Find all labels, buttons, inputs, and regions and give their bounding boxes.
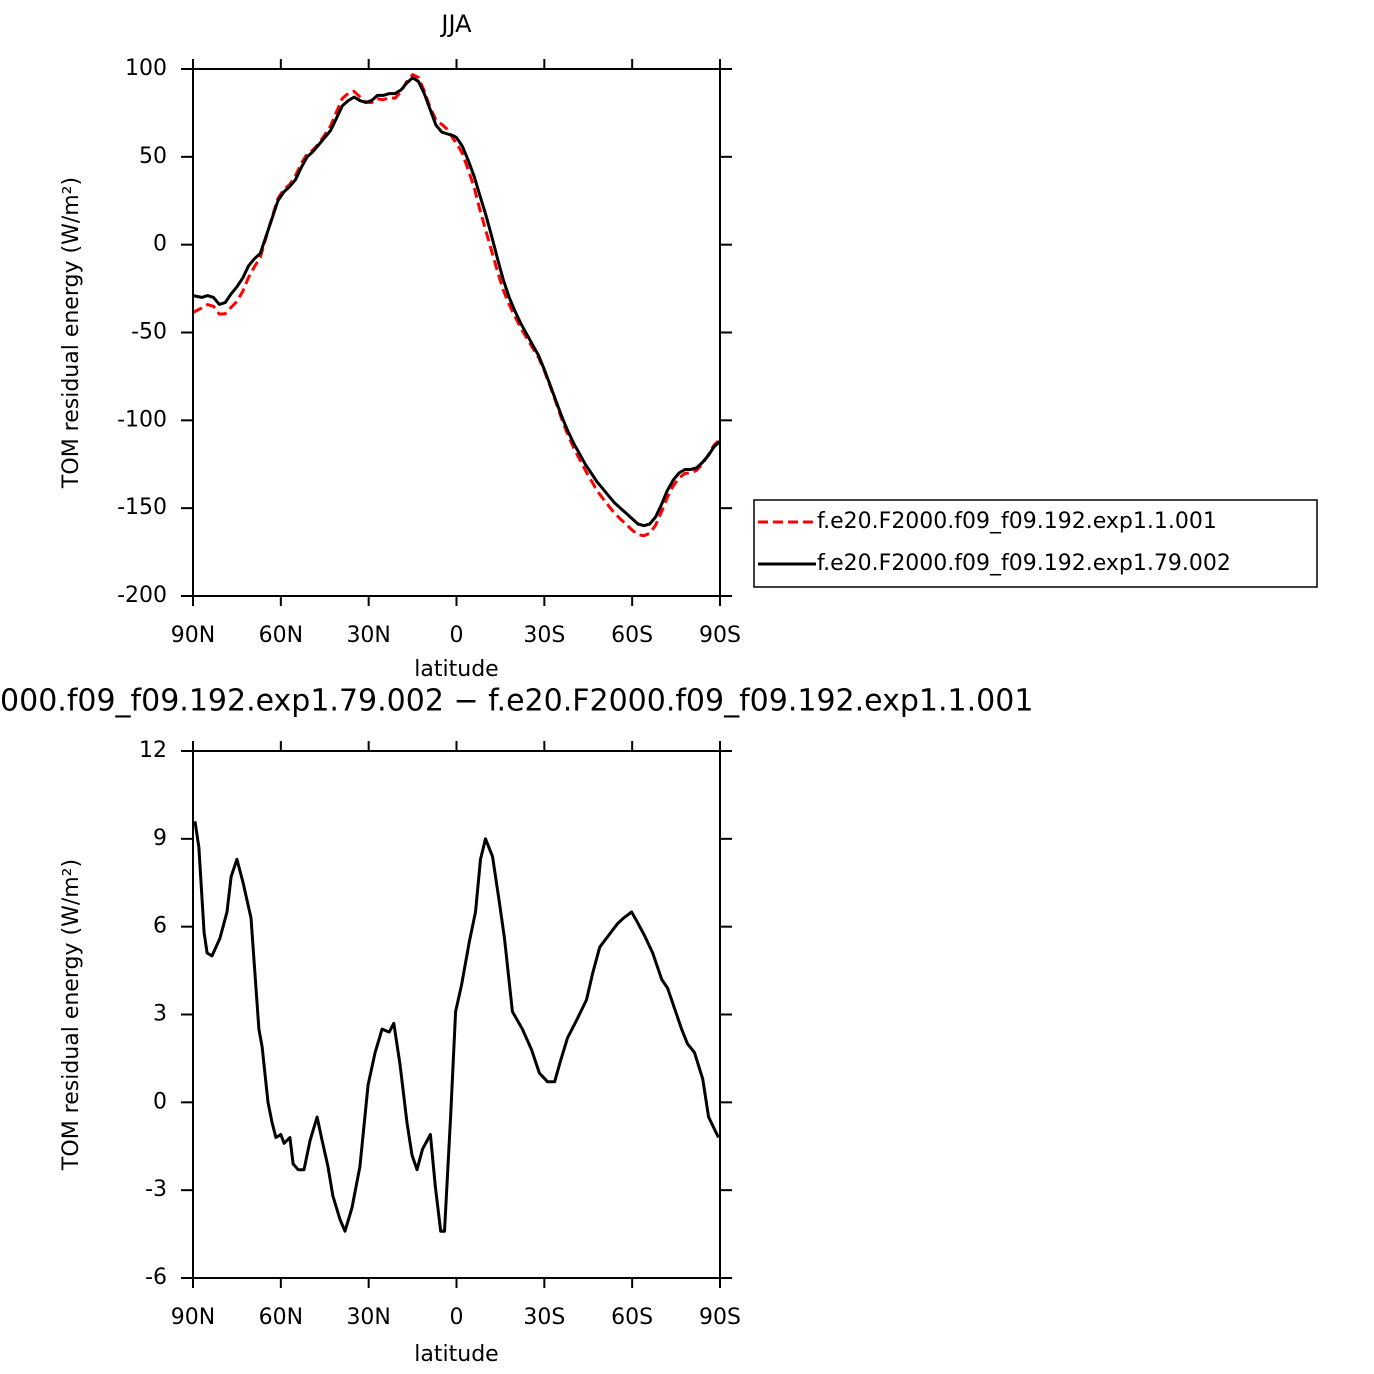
x-axis-label: latitude	[414, 657, 498, 682]
x-tick-label: 90S	[699, 623, 741, 648]
x-tick-label: 60N	[259, 1305, 303, 1330]
y-tick-label: 100	[125, 56, 167, 81]
y-tick-label: 9	[153, 826, 167, 851]
y-axis-label: TOM residual energy (W/m²)	[59, 177, 84, 489]
data-line	[192, 76, 722, 528]
x-tick-label: 30N	[346, 623, 390, 648]
x-tick-label: 30S	[523, 623, 565, 648]
x-tick-label: 90S	[699, 1305, 741, 1330]
x-tick-label: 90N	[171, 1305, 215, 1330]
x-tick-label: 60S	[611, 1305, 653, 1330]
y-tick-label: 12	[139, 738, 167, 763]
x-tick-label: 0	[450, 1305, 464, 1330]
x-tick-label: 0	[450, 623, 464, 648]
plot-frame	[192, 68, 721, 597]
legend-box	[753, 499, 1318, 588]
y-tick-label: -150	[117, 495, 167, 520]
y-tick-label: 6	[153, 914, 167, 939]
y-tick-label: 3	[153, 1002, 167, 1027]
y-tick-label: -50	[131, 320, 167, 345]
y-tick-label: 0	[153, 1089, 167, 1114]
x-tick-label: 60N	[259, 623, 303, 648]
legend-label: f.e20.F2000.f09_f09.192.exp1.79.002	[817, 551, 1231, 576]
y-tick-label: -6	[145, 1265, 167, 1290]
legend-label: f.e20.F2000.f09_f09.192.exp1.1.001	[817, 509, 1217, 534]
y-tick-label: -200	[117, 583, 167, 608]
chart-title: f.e20.F2000.f09_f09.192.exp1.79.002 − f.…	[0, 684, 1033, 719]
x-axis-label: latitude	[414, 1342, 498, 1367]
x-tick-label: 30N	[346, 1305, 390, 1330]
data-line	[193, 821, 720, 1233]
chart-title: JJA	[439, 10, 472, 38]
x-tick-label: 90N	[171, 623, 215, 648]
y-tick-label: 0	[153, 232, 167, 257]
y-tick-label: -100	[117, 407, 167, 432]
y-tick-label: -3	[145, 1177, 167, 1202]
x-tick-label: 60S	[611, 623, 653, 648]
plot-frame	[192, 750, 721, 1279]
x-tick-label: 30S	[523, 1305, 565, 1330]
data-line	[192, 73, 722, 538]
y-tick-label: 50	[139, 144, 167, 169]
y-axis-label: TOM residual energy (W/m²)	[59, 859, 84, 1171]
